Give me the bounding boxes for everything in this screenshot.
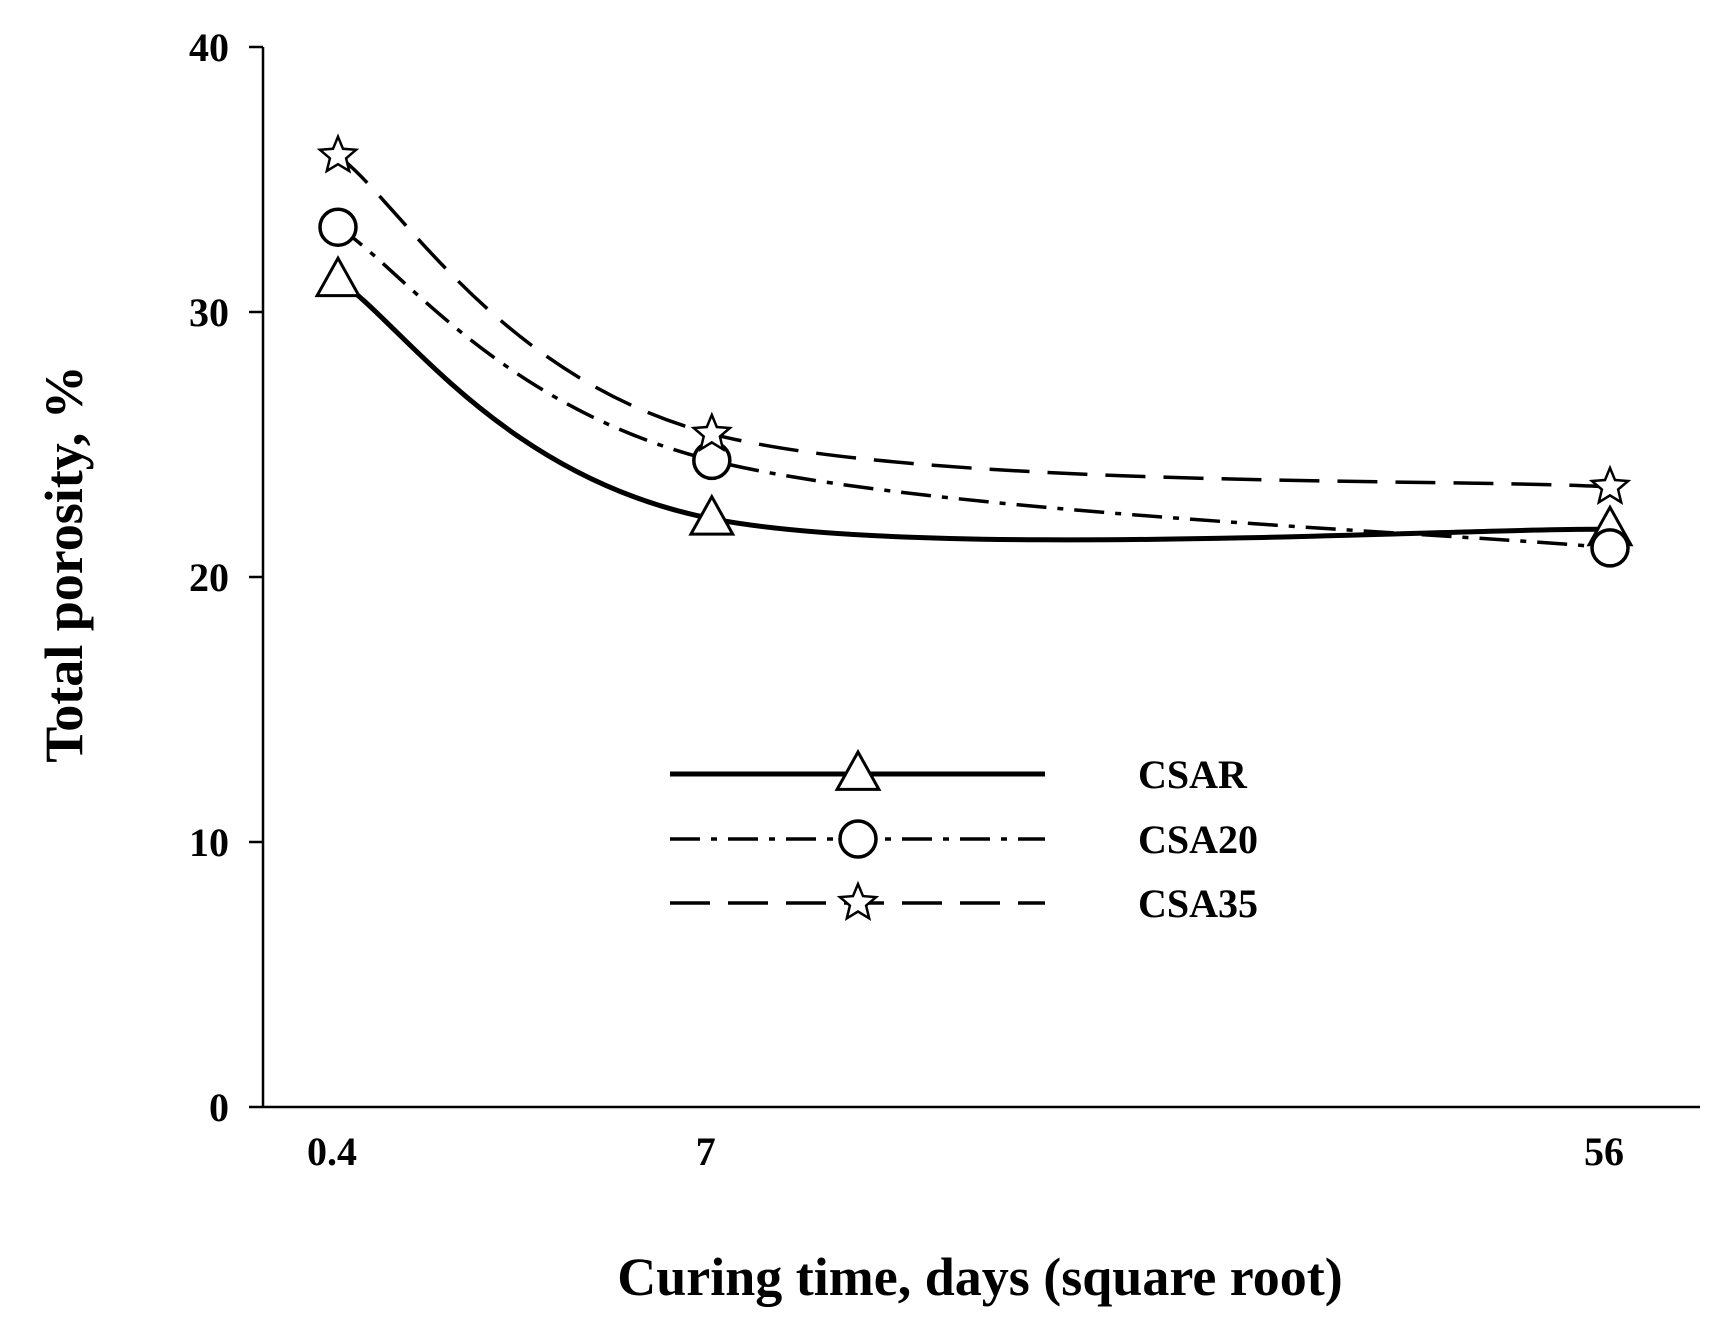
triangle-point bbox=[314, 255, 362, 298]
x-axis-title: Curing time, days (square root) bbox=[617, 1247, 1343, 1307]
star-point bbox=[690, 411, 734, 452]
series-line-csa35 bbox=[336, 154, 1611, 489]
x-tick-label: 0.4 bbox=[307, 1129, 357, 1174]
y-tick-label: 40 bbox=[189, 25, 229, 70]
legend-item-csa20: CSA20 bbox=[670, 817, 1258, 862]
legend-star-marker bbox=[836, 880, 880, 922]
legend-label: CSA35 bbox=[1138, 881, 1258, 926]
series-layer bbox=[314, 133, 1634, 568]
legend-triangle-marker bbox=[834, 748, 882, 791]
star-point bbox=[316, 133, 360, 174]
x-tick-label: 56 bbox=[1584, 1129, 1624, 1174]
legend-item-csa35: CSA35 bbox=[670, 880, 1258, 926]
circle-point bbox=[692, 440, 732, 481]
series-csa20 bbox=[318, 207, 1630, 568]
legend: CSAR CSA20 CSA35 bbox=[670, 748, 1258, 926]
y-axis-title: Total porosity, % bbox=[34, 365, 94, 763]
x-tick-label: 7 bbox=[696, 1129, 716, 1174]
legend-circle-marker bbox=[838, 819, 878, 859]
series-csa35 bbox=[316, 133, 1632, 505]
series-line-csa20 bbox=[337, 225, 1611, 550]
legend-label: CSA20 bbox=[1138, 817, 1258, 862]
y-tick-label: 30 bbox=[189, 290, 229, 335]
series-line-csar bbox=[336, 278, 1611, 543]
triangle-point bbox=[688, 493, 736, 536]
circle-point bbox=[1590, 528, 1630, 568]
axes: 0 10 20 30 40 0.4 7 56 bbox=[189, 25, 1700, 1174]
legend-item-csar: CSAR bbox=[670, 748, 1248, 797]
star-point bbox=[1588, 464, 1632, 505]
y-tick-label: 0 bbox=[209, 1085, 229, 1130]
circle-point bbox=[318, 207, 358, 247]
y-tick-label: 10 bbox=[189, 820, 229, 865]
legend-label: CSAR bbox=[1138, 752, 1248, 797]
y-tick-label: 20 bbox=[189, 555, 229, 600]
